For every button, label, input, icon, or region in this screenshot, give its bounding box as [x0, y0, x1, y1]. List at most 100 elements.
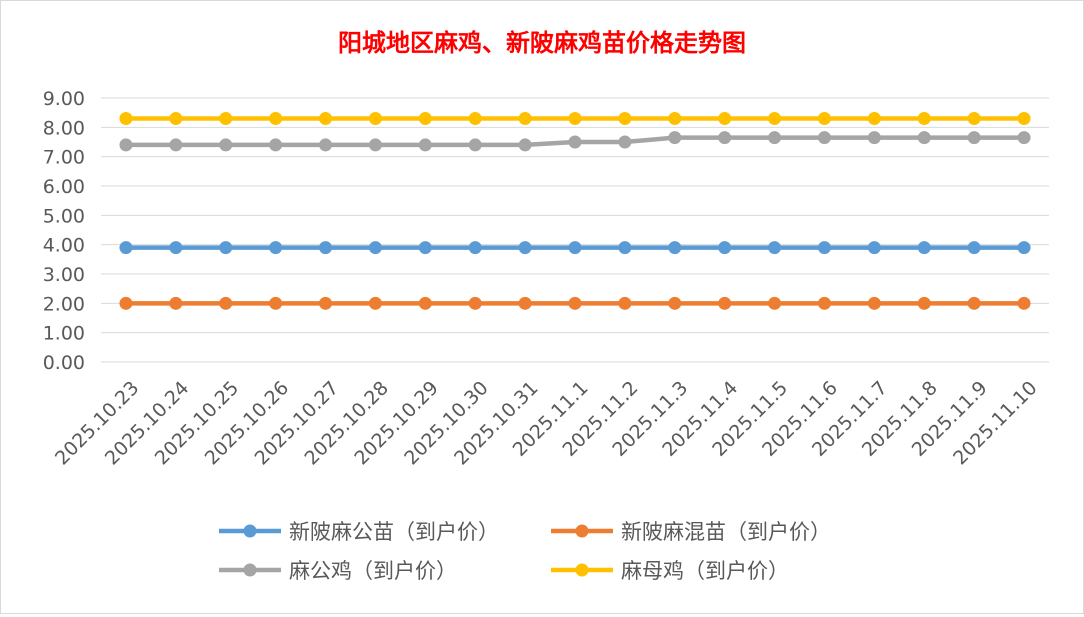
data-point: [917, 296, 931, 310]
data-point: [368, 296, 382, 310]
data-point: [817, 241, 831, 255]
y-tick-label: 3.00: [43, 264, 85, 286]
data-point: [319, 138, 333, 152]
x-axis-tick-labels: 2025.10.232025.10.242025.10.252025.10.26…: [51, 377, 1042, 469]
data-point: [319, 241, 333, 255]
y-tick-label: 5.00: [43, 205, 85, 227]
data-point: [568, 112, 582, 126]
y-tick-label: 6.00: [43, 176, 85, 198]
series-1: [119, 241, 1031, 255]
series-3: [119, 131, 1031, 152]
data-point: [269, 296, 283, 310]
data-point: [568, 296, 582, 310]
data-point: [468, 138, 482, 152]
data-point: [1017, 241, 1031, 255]
y-tick-label: 4.00: [43, 235, 85, 257]
data-point: [768, 112, 782, 126]
data-point: [418, 112, 432, 126]
legend-label: 新陂麻混苗（到户价）: [621, 520, 831, 544]
data-point: [269, 241, 283, 255]
legend-swatch-marker: [243, 563, 257, 577]
data-point: [618, 241, 632, 255]
data-point: [917, 131, 931, 145]
data-point: [817, 112, 831, 126]
data-point: [518, 241, 532, 255]
legend-item: 新陂麻混苗（到户价）: [551, 520, 831, 544]
data-point: [1017, 131, 1031, 145]
data-point: [618, 296, 632, 310]
legend: 新陂麻公苗（到户价） 新陂麻混苗（到户价） 麻公鸡（到户价） 麻母鸡（到户价）: [219, 520, 831, 583]
data-point: [618, 135, 632, 149]
legend-label: 麻公鸡（到户价）: [289, 559, 457, 583]
data-point: [468, 296, 482, 310]
data-point: [219, 112, 233, 126]
data-point: [119, 138, 133, 152]
series-lines: [119, 112, 1031, 310]
data-point: [468, 241, 482, 255]
data-point: [967, 131, 981, 145]
data-point: [119, 241, 133, 255]
data-point: [269, 112, 283, 126]
legend-swatch-marker: [575, 563, 589, 577]
legend-swatch-marker: [243, 524, 257, 538]
legend-label: 麻母鸡（到户价）: [621, 559, 789, 583]
data-point: [269, 138, 283, 152]
data-point: [119, 112, 133, 126]
data-point: [718, 296, 732, 310]
series-4: [119, 112, 1031, 126]
data-point: [169, 138, 183, 152]
data-point: [1017, 112, 1031, 126]
data-point: [418, 296, 432, 310]
data-point: [568, 241, 582, 255]
data-point: [568, 135, 582, 149]
data-point: [219, 241, 233, 255]
data-point: [368, 138, 382, 152]
data-point: [219, 296, 233, 310]
data-point: [468, 112, 482, 126]
y-tick-label: 9.00: [43, 88, 85, 110]
data-point: [319, 296, 333, 310]
data-point: [817, 296, 831, 310]
data-point: [967, 112, 981, 126]
data-point: [917, 112, 931, 126]
data-point: [518, 296, 532, 310]
data-point: [518, 112, 532, 126]
data-point: [817, 131, 831, 145]
data-point: [169, 241, 183, 255]
data-point: [319, 112, 333, 126]
data-point: [368, 241, 382, 255]
data-point: [768, 241, 782, 255]
data-point: [867, 131, 881, 145]
y-axis-tick-labels: 0.00 1.00 2.00 3.00 4.00 5.00 6.00 7.00 8.00 9.00: [43, 88, 85, 374]
data-point: [718, 112, 732, 126]
data-point: [219, 138, 233, 152]
legend-item: 麻母鸡（到户价）: [551, 559, 789, 583]
data-point: [169, 296, 183, 310]
data-point: [718, 241, 732, 255]
data-point: [169, 112, 183, 126]
data-point: [119, 296, 133, 310]
data-point: [518, 138, 532, 152]
legend-swatch-marker: [575, 524, 589, 538]
y-tick-label: 8.00: [43, 117, 85, 139]
chart-title: 阳城地区麻鸡、新陂麻鸡苗价格走势图: [338, 29, 746, 57]
data-point: [967, 296, 981, 310]
data-point: [618, 112, 632, 126]
data-point: [368, 112, 382, 126]
data-point: [867, 296, 881, 310]
data-point: [768, 296, 782, 310]
legend-item: 麻公鸡（到户价）: [219, 559, 457, 583]
data-point: [867, 112, 881, 126]
data-point: [668, 241, 682, 255]
series-2: [119, 296, 1031, 310]
data-point: [917, 241, 931, 255]
data-point: [867, 241, 881, 255]
data-point: [967, 241, 981, 255]
data-point: [418, 241, 432, 255]
data-point: [668, 131, 682, 145]
data-point: [718, 131, 732, 145]
legend-label: 新陂麻公苗（到户价）: [289, 520, 499, 544]
y-tick-label: 7.00: [43, 147, 85, 169]
